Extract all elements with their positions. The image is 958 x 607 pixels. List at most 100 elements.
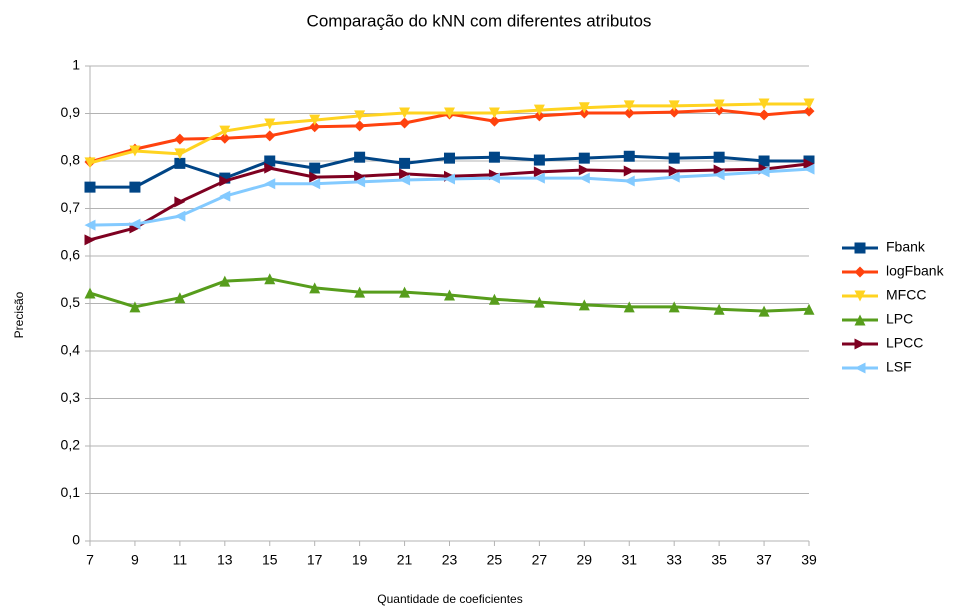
data-point bbox=[219, 175, 231, 187]
data-point bbox=[488, 151, 500, 163]
data-point bbox=[533, 172, 545, 184]
data-point bbox=[174, 157, 186, 169]
x-tick-label: 13 bbox=[217, 552, 233, 568]
data-point bbox=[354, 170, 366, 182]
data-point bbox=[84, 219, 96, 231]
data-point bbox=[264, 162, 276, 174]
data-point bbox=[264, 130, 276, 142]
x-tick-label: 19 bbox=[352, 552, 368, 568]
data-point bbox=[174, 292, 186, 304]
data-point bbox=[444, 152, 455, 164]
data-point bbox=[444, 289, 455, 301]
data-point bbox=[803, 303, 815, 315]
data-point bbox=[354, 286, 366, 298]
y-tick-label: 0 bbox=[72, 532, 80, 548]
data-point bbox=[264, 178, 276, 190]
legend-marker bbox=[854, 362, 866, 374]
y-tick-label: 0,1 bbox=[61, 484, 81, 500]
x-tick-label: 37 bbox=[756, 552, 772, 568]
data-point bbox=[533, 110, 545, 122]
x-tick-label: 29 bbox=[577, 552, 593, 568]
data-point bbox=[84, 234, 96, 246]
data-point bbox=[84, 157, 96, 169]
x-tick-label: 21 bbox=[397, 552, 413, 568]
legend-marker bbox=[854, 314, 866, 326]
y-tick-label: 0,4 bbox=[61, 342, 81, 358]
data-point bbox=[578, 152, 590, 164]
data-point bbox=[758, 155, 770, 167]
data-point bbox=[668, 106, 680, 118]
data-point bbox=[488, 293, 500, 305]
data-point bbox=[219, 132, 231, 144]
data-point bbox=[444, 107, 455, 119]
data-point bbox=[713, 303, 725, 315]
data-point bbox=[174, 196, 186, 208]
data-point bbox=[758, 98, 770, 110]
legend-label: LPC bbox=[886, 311, 913, 327]
data-point bbox=[174, 133, 186, 145]
legend-marker bbox=[854, 266, 866, 278]
x-tick-label: 25 bbox=[487, 552, 503, 568]
data-point bbox=[354, 176, 366, 188]
y-tick-label: 0,6 bbox=[61, 247, 81, 263]
data-point bbox=[803, 98, 815, 110]
y-axis-label: Precisão bbox=[12, 291, 26, 338]
data-point bbox=[129, 301, 141, 313]
data-point bbox=[488, 115, 500, 127]
y-tick-label: 0,9 bbox=[61, 104, 81, 120]
y-tick-label: 1 bbox=[72, 57, 80, 73]
y-tick-label: 0,5 bbox=[61, 294, 81, 310]
data-point bbox=[399, 107, 411, 119]
data-point bbox=[623, 165, 635, 177]
data-point bbox=[803, 105, 815, 117]
data-point bbox=[309, 114, 321, 126]
y-tick-label: 0,2 bbox=[61, 437, 81, 453]
data-point bbox=[309, 121, 321, 133]
data-point bbox=[803, 163, 815, 175]
legend-label: logFbank bbox=[886, 263, 945, 279]
data-point bbox=[488, 107, 500, 119]
data-point bbox=[309, 282, 321, 294]
data-point bbox=[309, 178, 321, 190]
data-point bbox=[623, 301, 635, 313]
legend-label: LPCC bbox=[886, 335, 923, 351]
data-point bbox=[264, 155, 276, 167]
data-point bbox=[578, 164, 590, 176]
x-tick-label: 23 bbox=[442, 552, 458, 568]
legend-marker bbox=[854, 242, 866, 254]
data-point bbox=[264, 273, 276, 285]
x-tick-label: 39 bbox=[801, 552, 817, 568]
x-tick-label: 17 bbox=[307, 552, 323, 568]
data-point bbox=[399, 168, 411, 180]
data-point bbox=[533, 166, 545, 178]
legend-label: Fbank bbox=[886, 239, 926, 255]
y-tick-label: 0,8 bbox=[61, 152, 81, 168]
data-point bbox=[713, 99, 725, 111]
x-tick-label: 31 bbox=[621, 552, 637, 568]
data-point bbox=[623, 107, 635, 119]
legend-marker bbox=[854, 338, 866, 350]
data-point bbox=[399, 174, 411, 186]
legend-label: LSF bbox=[886, 359, 912, 375]
data-point bbox=[713, 151, 725, 163]
x-tick-label: 11 bbox=[173, 552, 188, 568]
data-point bbox=[758, 109, 770, 121]
data-point bbox=[713, 169, 725, 181]
data-point bbox=[533, 104, 545, 116]
data-point bbox=[219, 275, 231, 287]
x-axis-label: Quantidade de coeficientes bbox=[377, 592, 522, 606]
data-point bbox=[803, 158, 815, 170]
data-point bbox=[713, 164, 725, 176]
data-point bbox=[623, 175, 635, 187]
data-point bbox=[758, 305, 770, 317]
data-point bbox=[309, 162, 321, 174]
data-point bbox=[219, 190, 231, 202]
data-point bbox=[533, 154, 545, 166]
y-tick-label: 0,3 bbox=[61, 389, 81, 405]
legend-marker bbox=[854, 290, 866, 302]
data-point bbox=[129, 145, 141, 157]
x-tick-label: 35 bbox=[711, 552, 727, 568]
legend-label: MFCC bbox=[886, 287, 926, 303]
data-point bbox=[399, 286, 411, 298]
